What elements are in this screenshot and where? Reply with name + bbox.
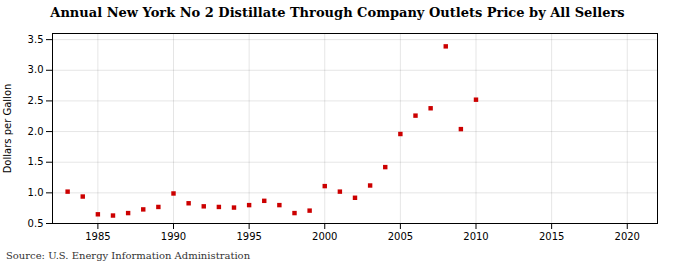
svg-text:Dollars per Gallon: Dollars per Gallon — [2, 84, 13, 174]
svg-text:1985: 1985 — [85, 231, 110, 242]
svg-text:0.5: 0.5 — [28, 218, 44, 229]
svg-text:2010: 2010 — [463, 231, 488, 242]
svg-text:2.0: 2.0 — [28, 126, 44, 137]
svg-text:1.5: 1.5 — [28, 156, 44, 167]
svg-text:1.0: 1.0 — [28, 187, 44, 198]
svg-text:3.5: 3.5 — [28, 34, 44, 45]
svg-text:2020: 2020 — [615, 231, 640, 242]
svg-text:3.0: 3.0 — [28, 64, 44, 75]
svg-text:2015: 2015 — [539, 231, 564, 242]
svg-text:1995: 1995 — [236, 231, 261, 242]
svg-text:1990: 1990 — [161, 231, 186, 242]
svg-text:2005: 2005 — [388, 231, 413, 242]
svg-text:2.5: 2.5 — [28, 95, 44, 106]
html-text:Source: U.S. Energy Informatio: Source: U.S. Energy Information Administ… — [6, 250, 251, 261]
svg-text:2000: 2000 — [312, 231, 337, 242]
html-text:Annual New York No 2 Distillat: Annual New York No 2 Distillate Through … — [50, 5, 625, 20]
